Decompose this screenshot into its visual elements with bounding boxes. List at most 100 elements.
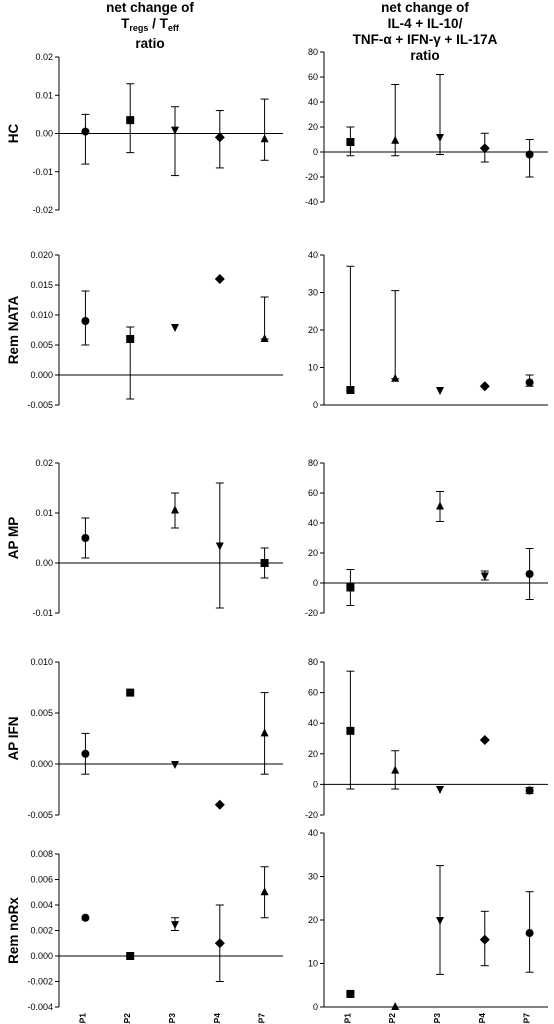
ratio-denominator: T — [159, 16, 168, 31]
marker-square — [346, 386, 355, 394]
data-point-pep2 — [391, 1002, 400, 1010]
x-category-label: PEP2 — [122, 1013, 132, 1024]
marker-triangle-up — [260, 134, 269, 143]
data-point-cp7 — [525, 374, 534, 387]
y-tick-label: -20 — [305, 810, 318, 820]
marker-circle — [525, 570, 534, 578]
marker-diamond — [214, 274, 225, 284]
data-point-pep3 — [171, 761, 179, 769]
panel-natal-left: 0.020 0.015 0.010 0.005 0.000 -0.005 Rem NATA — [6, 250, 283, 410]
marker-triangle-down — [436, 387, 444, 395]
panel-apifn-right: 80 60 40 20 0 -20 — [305, 657, 548, 820]
marker-circle — [525, 929, 534, 938]
data-point-pep3 — [436, 785, 444, 794]
marker-triangle-down — [436, 917, 444, 925]
marker-triangle-down — [480, 572, 489, 581]
data-point-pep4 — [480, 570, 489, 581]
marker-diamond — [214, 132, 225, 143]
marker-triangle-up — [391, 135, 400, 144]
y-tick-label: 0 — [313, 1002, 318, 1012]
y-tick-label: 0 — [313, 779, 318, 789]
data-point-pep3 — [171, 324, 179, 332]
data-point-pep1 — [81, 913, 90, 922]
y-tick-label: 0.004 — [30, 900, 53, 910]
y-tick-label: 80 — [308, 47, 318, 57]
data-point-cp7 — [525, 786, 534, 795]
data-point-cp7 — [260, 547, 269, 579]
data-point-cp7 — [260, 98, 269, 161]
data-point-cp7 — [260, 866, 269, 919]
marker-square — [260, 559, 269, 567]
x-category-label: cP7 — [522, 1013, 532, 1024]
marker-triangle-down — [171, 126, 179, 135]
y-tick-label: 0.015 — [30, 280, 53, 290]
marker-square — [346, 138, 355, 146]
y-tick-label: -0.005 — [27, 400, 53, 410]
y-tick-label: 20 — [308, 915, 318, 925]
left-column-title: net change of Tregs / Teff ratio — [20, 0, 280, 52]
ratio-numerator: T — [121, 16, 130, 31]
y-tick-label: 20 — [308, 122, 318, 132]
data-point-pep4 — [214, 110, 225, 169]
marker-triangle-down — [171, 324, 179, 332]
data-point-pep3 — [436, 74, 444, 155]
y-tick-label: 0 — [313, 400, 318, 410]
x-category-label: PEP3 — [432, 1013, 442, 1024]
x-category-label: PEP3 — [167, 1013, 177, 1024]
y-tick-label: 20 — [308, 548, 318, 558]
data-point-pep3 — [171, 106, 179, 177]
panel-hc-left: 0.02 0.01 0.00 -0.01 -0.02 HC — [6, 52, 283, 215]
panel-apifn-left: 0.010 0.005 0.000 -0.005 AP IFN — [6, 657, 283, 820]
marker-triangle-down — [215, 542, 224, 551]
y-tick-label: 40 — [308, 518, 318, 528]
y-tick-label: -0.02 — [32, 205, 53, 215]
y-tick-label: 0.010 — [30, 657, 53, 667]
data-point-pep3 — [436, 387, 444, 395]
ratio-denominator-sub: eff — [167, 23, 179, 33]
left-title-ratio: Tregs / Teff — [20, 16, 280, 36]
marker-triangle-up — [391, 1002, 400, 1010]
marker-circle — [81, 913, 90, 922]
marker-triangle-down — [436, 134, 444, 142]
y-tick-label: 0.00 — [35, 558, 53, 568]
marker-triangle-up — [391, 765, 400, 774]
y-tick-label: 0.000 — [30, 759, 53, 769]
x-category-label: PEP2 — [387, 1013, 397, 1024]
y-tick-label: 0.008 — [30, 849, 53, 859]
marker-square — [126, 952, 135, 960]
data-point-pep2 — [126, 83, 135, 154]
left-title-line1: net change of — [106, 0, 194, 15]
data-point-pep1 — [81, 517, 90, 559]
data-point-pep2 — [126, 952, 135, 960]
data-point-pep2 — [391, 84, 400, 157]
right-title-line2: IL-4 + IL-10/ — [387, 16, 463, 31]
row-label: Rem noRx — [6, 897, 21, 964]
data-point-pep1 — [346, 126, 355, 157]
marker-square — [346, 726, 355, 735]
y-tick-label: -40 — [305, 197, 318, 207]
data-point-pep3 — [171, 492, 179, 529]
marker-circle — [81, 534, 90, 542]
y-tick-label: 20 — [308, 325, 318, 335]
panel-natal-right: 40 30 20 10 0 — [308, 250, 548, 410]
y-tick-label: 10 — [308, 959, 318, 969]
y-tick-label: 0.01 — [35, 508, 53, 518]
data-point-pep1 — [346, 569, 355, 606]
y-tick-label: 0.005 — [30, 708, 53, 718]
panel-remnorx-left: 0.008 0.006 0.004 0.002 0.000 -0.002 -0.004 Rem… — [6, 849, 283, 1024]
data-point-pep2 — [391, 750, 400, 790]
data-point-pep4 — [479, 910, 490, 967]
y-tick-label: 30 — [308, 288, 318, 298]
y-tick-label: 0.00 — [35, 129, 53, 139]
left-title-line3: ratio — [135, 36, 165, 51]
data-point-cp7 — [525, 548, 534, 600]
y-tick-label: -20 — [305, 608, 318, 618]
data-point-pep2 — [126, 688, 135, 697]
marker-triangle-down — [171, 761, 179, 769]
x-category-label: cP7 — [257, 1013, 267, 1024]
y-tick-label: 30 — [308, 872, 318, 882]
data-point-cp7 — [260, 692, 269, 775]
marker-diamond — [479, 143, 490, 154]
y-tick-label: -0.01 — [32, 608, 53, 618]
